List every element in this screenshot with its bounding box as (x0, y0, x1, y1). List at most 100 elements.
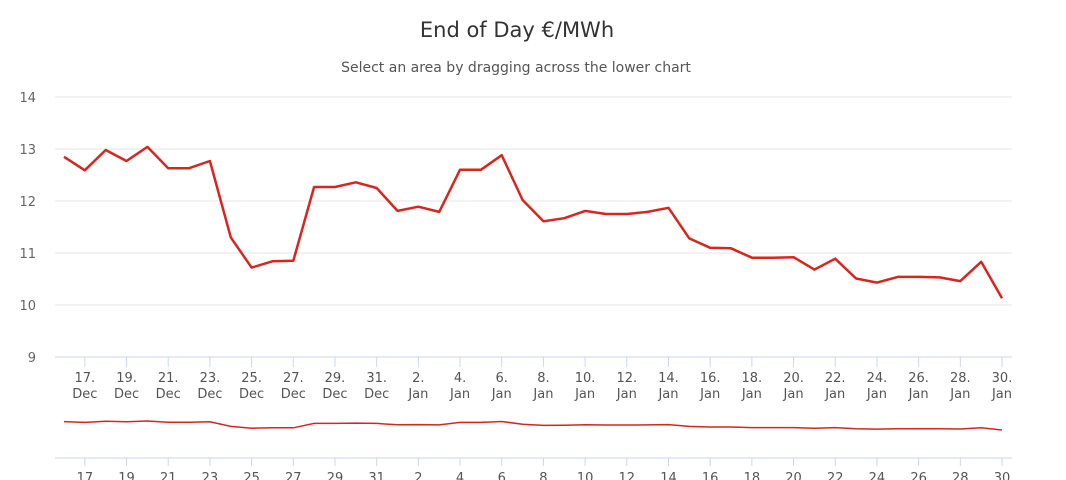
data-point[interactable] (829, 253, 841, 265)
data-point[interactable] (788, 251, 800, 263)
navigator-tick-label: 28 (952, 471, 969, 480)
data-point[interactable] (350, 176, 362, 188)
data-point[interactable] (933, 271, 945, 283)
y-tick-label: 13 (19, 143, 36, 158)
data-point[interactable] (204, 155, 216, 167)
data-point[interactable] (808, 264, 820, 276)
x-tick-label-day: 2. (412, 371, 424, 386)
data-point[interactable] (621, 208, 633, 220)
x-tick-label-day: 12. (616, 371, 637, 386)
navigator-tick-label: 10 (577, 471, 594, 480)
y-tick-label: 14 (19, 91, 36, 106)
data-point[interactable] (913, 271, 925, 283)
data-point[interactable] (329, 181, 341, 193)
data-point[interactable] (392, 205, 404, 217)
data-point[interactable] (892, 271, 904, 283)
data-point[interactable] (725, 242, 737, 254)
data-point[interactable] (579, 205, 591, 217)
x-tick-label-day: 18. (742, 371, 763, 386)
data-point[interactable] (100, 144, 112, 156)
x-tick-label-day: 26. (908, 371, 929, 386)
data-point[interactable] (287, 255, 299, 267)
data-point[interactable] (996, 292, 1008, 304)
x-tick-label-day: 31. (366, 371, 387, 386)
x-tick-label-month: Dec (114, 387, 139, 402)
data-point[interactable] (266, 255, 278, 267)
data-point[interactable] (642, 206, 654, 218)
navigator-tick-label: 2 (414, 471, 422, 480)
navigator-tick-label: 8 (539, 471, 547, 480)
navigator-tick-label: 4 (456, 471, 464, 480)
navigator[interactable]: 17 19 21 23 25 27 29 31 2 4 6 8 10 12 14 16 18 20 22 24 26 28… (55, 420, 1012, 480)
x-tick-label-month: Dec (364, 387, 389, 402)
data-point[interactable] (58, 151, 70, 163)
data-point[interactable] (412, 201, 424, 213)
navigator-tick-label: 16 (702, 471, 719, 480)
data-point[interactable] (183, 162, 195, 174)
data-point[interactable] (517, 194, 529, 206)
data-point[interactable] (141, 141, 153, 153)
x-tick-label-day: 16. (700, 371, 721, 386)
x-tick-label-day: 29. (325, 371, 346, 386)
data-point[interactable] (371, 182, 383, 194)
data-point[interactable] (954, 275, 966, 287)
x-tick-label-day: 19. (116, 371, 137, 386)
data-point[interactable] (600, 208, 612, 220)
x-tick-label-day: 21. (158, 371, 179, 386)
data-point[interactable] (433, 206, 445, 218)
y-axis-labels: 9 10 11 12 13 14 (19, 91, 36, 366)
data-point[interactable] (225, 231, 237, 243)
data-point[interactable] (704, 242, 716, 254)
x-tick-label-day: 23. (200, 371, 221, 386)
data-point[interactable] (246, 262, 258, 274)
navigator-tick-label: 6 (498, 471, 506, 480)
chart-subtitle: Select an area by dragging across the lo… (341, 60, 691, 76)
navigator-tick-label: 25 (243, 471, 260, 480)
data-point[interactable] (746, 252, 758, 264)
x-tick-label-day: 24. (867, 371, 888, 386)
x-tick-label-day: 17. (75, 371, 96, 386)
y-tick-label: 10 (19, 299, 36, 314)
x-tick-label-day: 8. (537, 371, 549, 386)
data-point[interactable] (496, 149, 508, 161)
x-tick-label-month: Jan (574, 387, 595, 402)
data-point[interactable] (871, 277, 883, 289)
navigator-tick-label: 23 (202, 471, 219, 480)
x-tick-label-month: Dec (197, 387, 222, 402)
x-tick-label-month: Jan (699, 387, 720, 402)
navigator-tick-label: 20 (785, 471, 802, 480)
navigator-tick-label: 14 (660, 471, 677, 480)
data-point[interactable] (683, 232, 695, 244)
x-tick-label-month: Dec (322, 387, 347, 402)
data-point[interactable] (662, 202, 674, 214)
data-point[interactable] (850, 272, 862, 284)
x-tick-label-month: Jan (949, 387, 970, 402)
x-tick-label-month: Jan (657, 387, 678, 402)
y-tick-label: 11 (19, 247, 36, 262)
data-point[interactable] (558, 212, 570, 224)
x-tick-label-month: Dec (72, 387, 97, 402)
navigator-tick-label: 17 (77, 471, 94, 480)
data-point[interactable] (162, 162, 174, 174)
data-point[interactable] (454, 164, 466, 176)
x-tick-label-day: 4. (454, 371, 466, 386)
x-tick-label-day: 25. (241, 371, 262, 386)
x-tick-label-month: Jan (908, 387, 929, 402)
data-point[interactable] (767, 252, 779, 264)
y-tick-label: 12 (19, 195, 36, 210)
navigator-tick-label: 12 (619, 471, 636, 480)
navigator-tick-label: 26 (910, 471, 927, 480)
data-point[interactable] (537, 215, 549, 227)
x-axis-labels: 17.Dec19.Dec21.Dec23.Dec25.Dec27.Dec29.D… (72, 371, 1012, 402)
x-tick-label-month: Jan (741, 387, 762, 402)
x-tick-label-month: Dec (239, 387, 264, 402)
navigator-tick-label: 29 (327, 471, 344, 480)
data-point[interactable] (121, 155, 133, 167)
data-point[interactable] (975, 256, 987, 268)
data-point[interactable] (308, 181, 320, 193)
main-plot-area[interactable] (58, 141, 1008, 304)
data-point[interactable] (79, 164, 91, 176)
x-tick-label-day: 28. (950, 371, 971, 386)
data-point[interactable] (475, 164, 487, 176)
